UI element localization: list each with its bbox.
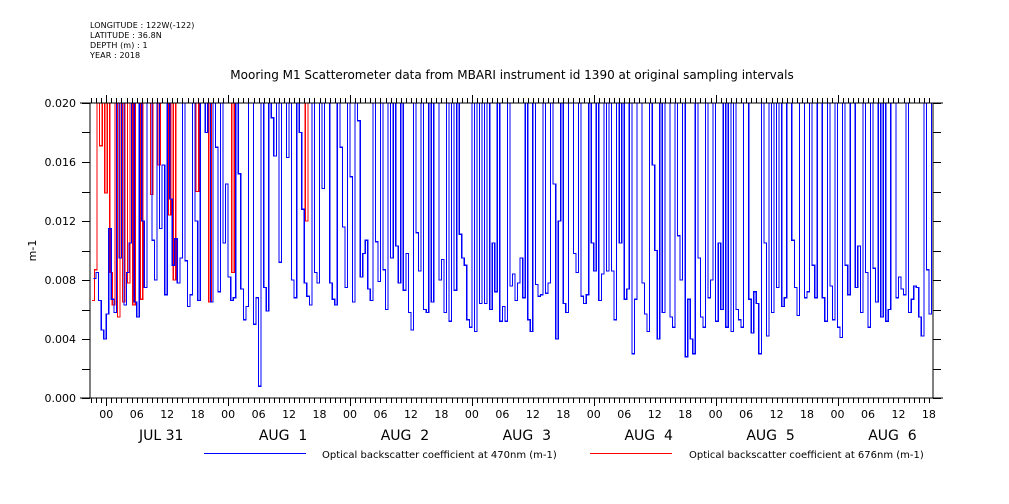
legend: Optical backscatter coefficient at 470nm… [204,450,924,461]
legend-label-676nm: Optical backscatter coefficient at 676nm… [689,450,924,461]
x-hour-label: 18 [556,408,570,421]
meta-depth: DEPTH (m) : 1 [90,41,148,50]
x-hour-label: 18 [678,408,692,421]
x-hour-label: 06 [739,408,753,421]
x-day-label: JUL 31 [138,428,183,444]
x-hour-label: 00 [587,408,601,421]
x-hour-label: 00 [465,408,479,421]
x-day-label: AUG 3 [503,428,551,444]
x-hour-label: 18 [313,408,327,421]
x-hour-label: 06 [617,408,631,421]
x-day-label: AUG 5 [746,428,794,444]
x-day-label: AUG 4 [624,428,673,444]
x-hour-label: 12 [891,408,905,421]
y-tick-label: 0.020 [45,97,77,110]
y-tick-label: 0.016 [45,156,77,169]
x-hour-label: 00 [221,408,235,421]
axes-layer: 0.000 0.004 0.008 0.012 0.016 0.020 m-1 00 06 12 1… [26,95,943,444]
x-hour-label: 00 [831,408,845,421]
meta-year: YEAR : 2018 [90,51,141,60]
x-hour-label: 12 [282,408,296,421]
x-hour-label: 06 [861,408,875,421]
x-day-label: AUG 1 [259,428,307,444]
x-hour-label: 06 [495,408,509,421]
x-day-label: AUG 2 [381,428,429,444]
y-tick-label: 0.000 [45,392,77,405]
y-tick-label: 0.004 [45,333,77,346]
x-hour-label: 12 [404,408,418,421]
x-hour-label: 12 [648,408,662,421]
y-tick-label: 0.012 [45,215,77,228]
x-hour-label: 18 [191,408,205,421]
series-line-470nm [93,102,933,387]
x-hour-label: 00 [99,408,113,421]
legend-label-470nm: Optical backscatter coefficient at 470nm… [322,450,557,461]
meta-latitude: LATITUDE : 36.8N [90,31,162,40]
x-day-label: AUG 6 [868,428,917,444]
series-layer [92,102,933,387]
meta-longitude: LONGITUDE : 122W(-122) [90,21,195,30]
x-hour-label: 12 [526,408,540,421]
x-hour-label: 18 [922,408,936,421]
y-axis-label: m-1 [26,240,39,262]
y-tick-label: 0.008 [45,274,77,287]
chart-title: Mooring M1 Scatterometer data from MBARI… [230,68,794,82]
x-hour-label: 12 [770,408,784,421]
x-hour-label: 00 [709,408,723,421]
x-hour-label: 06 [130,408,144,421]
x-hour-label: 06 [373,408,387,421]
x-hour-label: 12 [160,408,174,421]
x-hour-label: 18 [434,408,448,421]
x-hour-label: 00 [343,408,357,421]
x-hour-label: 18 [800,408,814,421]
x-hour-label: 06 [252,408,266,421]
metadata-block: LONGITUDE : 122W(-122) LATITUDE : 36.8N … [90,21,195,61]
